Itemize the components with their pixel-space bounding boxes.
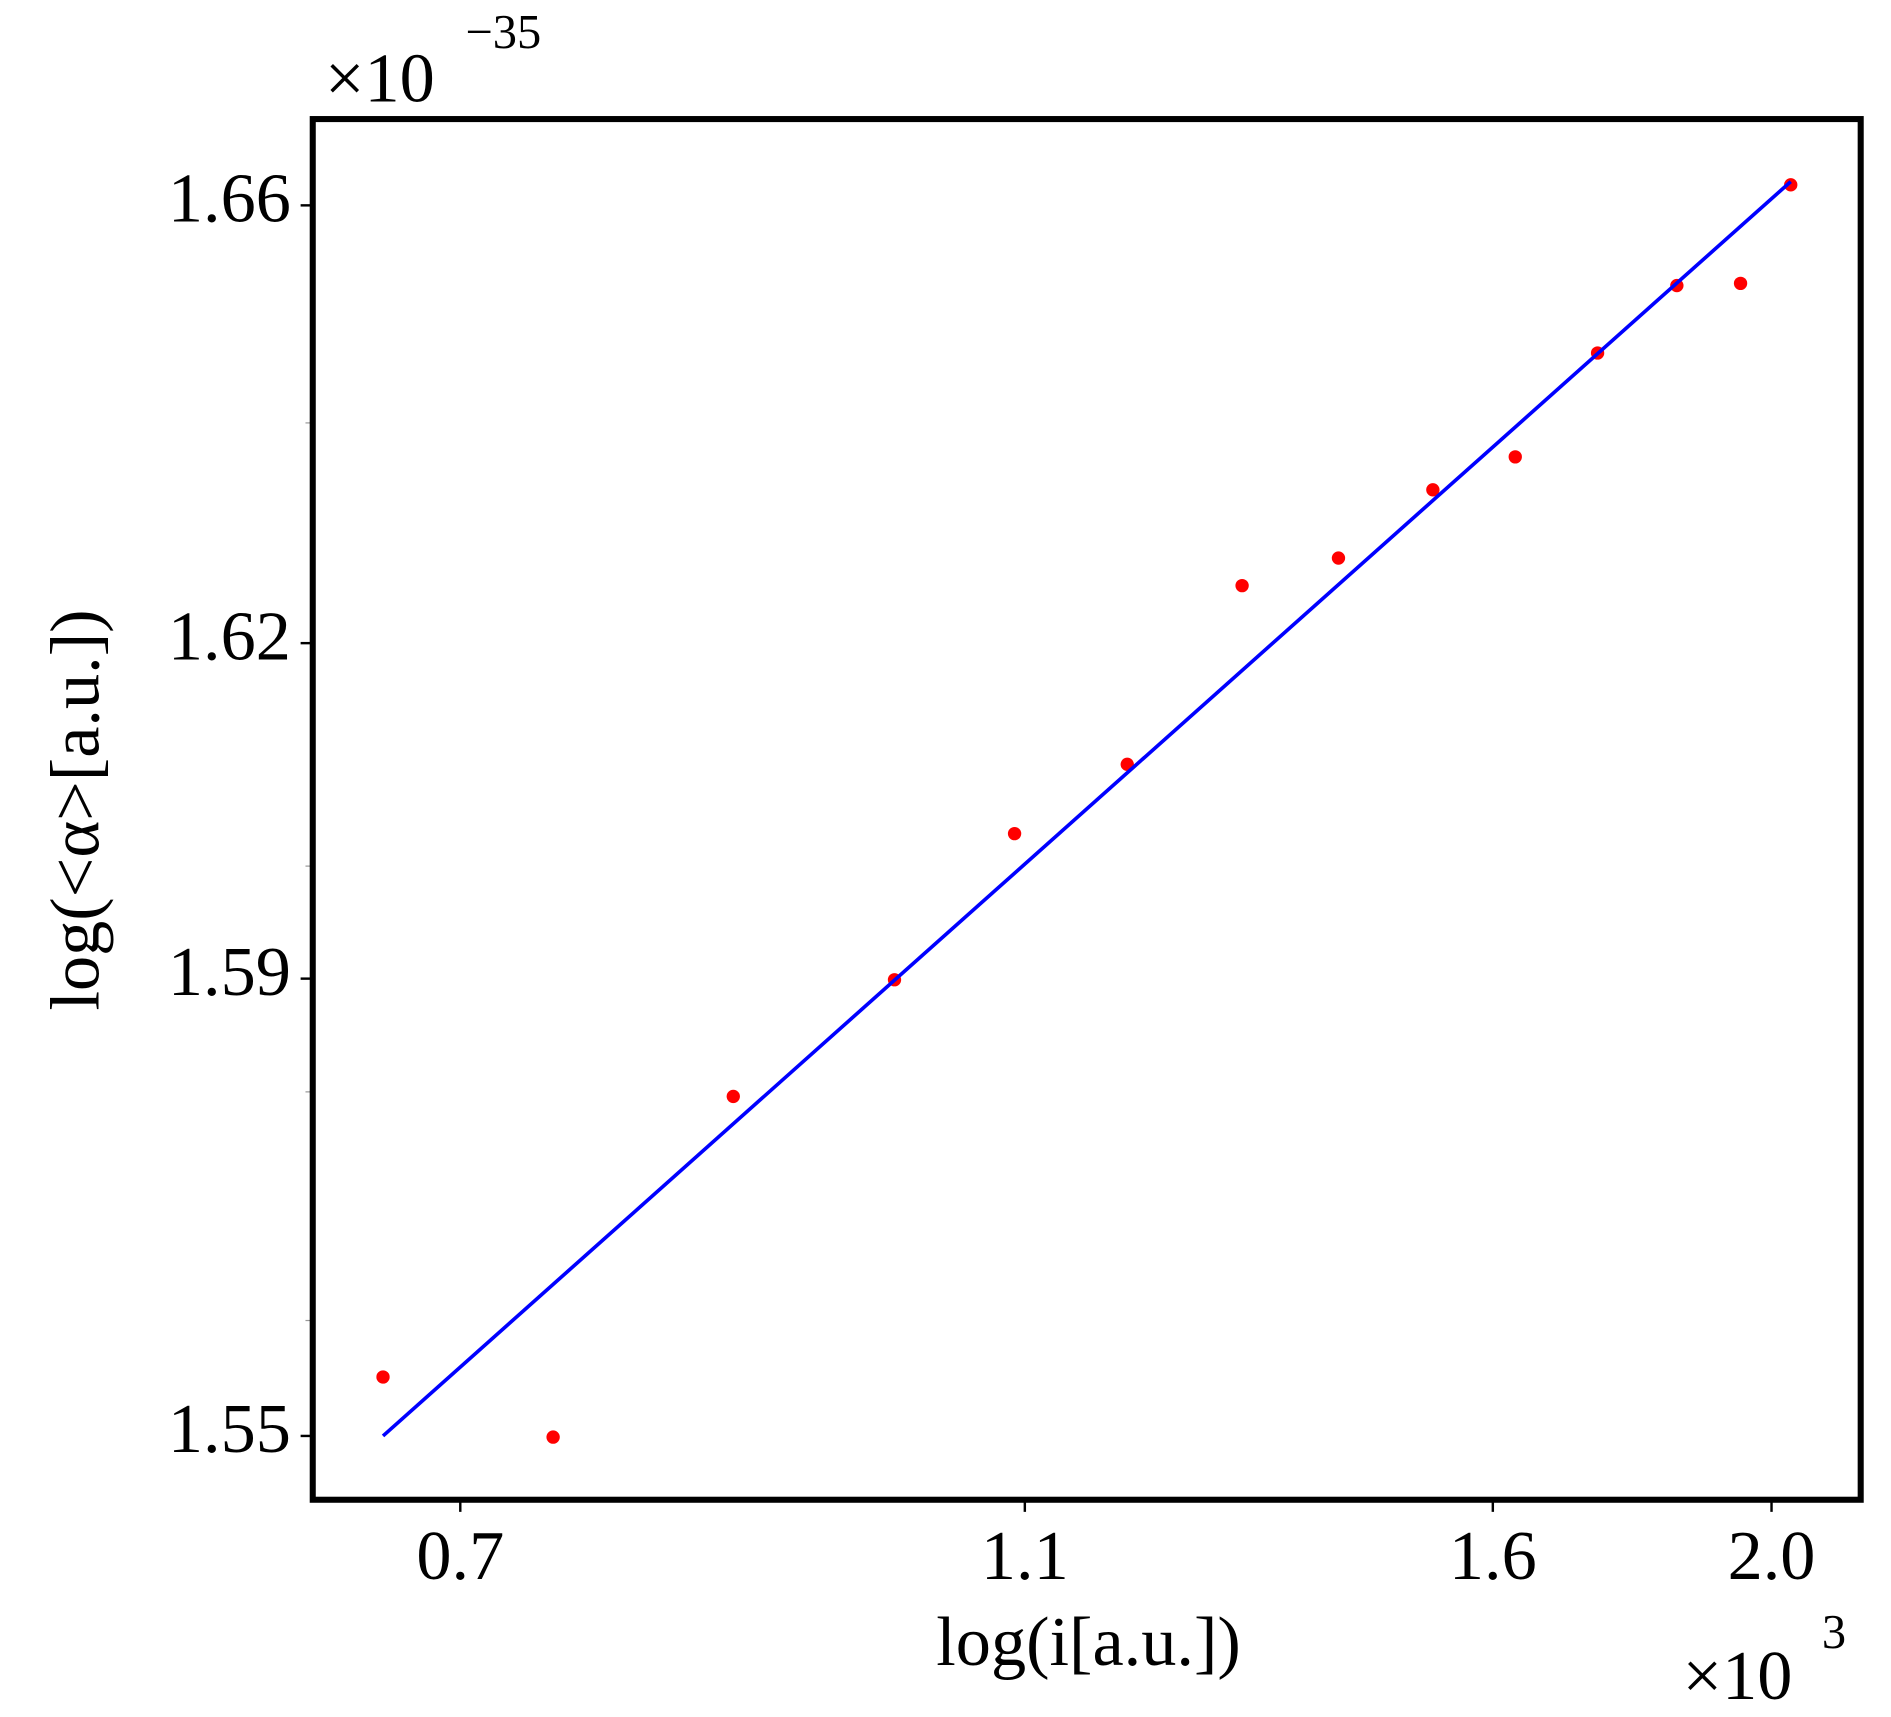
y-tick-label: 1.59 — [168, 933, 291, 1011]
x-tick-label: 2.0 — [1728, 1517, 1816, 1595]
x-offset-exponent: 3 — [1822, 1606, 1846, 1659]
x-tick-label: 1.1 — [981, 1517, 1069, 1595]
data-point — [726, 1089, 740, 1104]
plot-frame — [309, 116, 1864, 1503]
x-offset-base: ×10 — [1683, 1637, 1793, 1715]
x-axis-label: log(i[a.u.]) — [936, 1603, 1241, 1681]
data-point — [1426, 483, 1440, 497]
data-point — [376, 1370, 390, 1384]
x-tick-label: 0.7 — [416, 1517, 504, 1595]
data-point — [546, 1430, 560, 1444]
data-point — [1331, 551, 1346, 565]
y-offset-base: ×10 — [325, 39, 435, 117]
y-tick-label: 1.66 — [168, 160, 291, 238]
y-offset-exponent: −35 — [465, 6, 541, 59]
data-point — [1007, 826, 1022, 841]
x-tick-label: 1.6 — [1449, 1517, 1537, 1595]
data-point — [1235, 578, 1249, 593]
data-point — [1784, 178, 1798, 192]
data-point — [1733, 276, 1748, 291]
y-axis-label: log(<α>[a.u.]) — [37, 609, 115, 1010]
data-point — [1508, 450, 1522, 464]
y-tick-label: 1.62 — [168, 597, 291, 675]
fit-line — [381, 180, 1792, 1438]
y-tick-label: 1.55 — [168, 1390, 291, 1468]
